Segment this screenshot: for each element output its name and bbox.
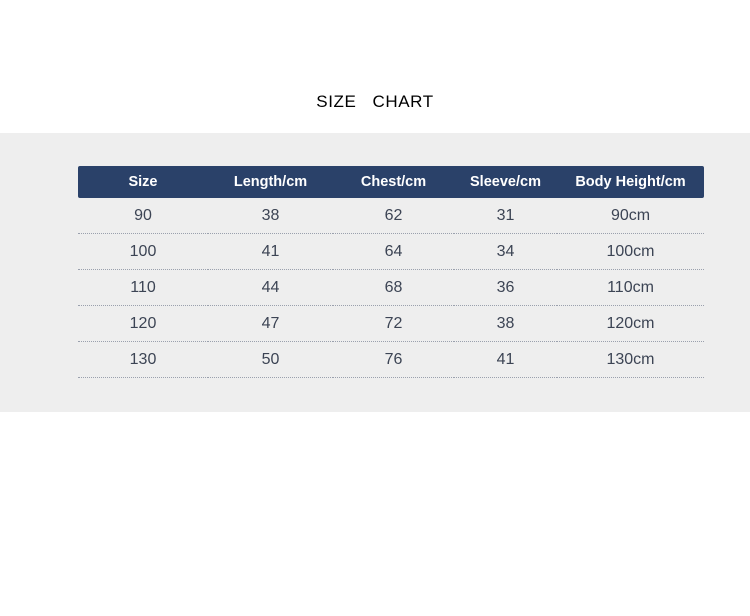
cell-length: 38 <box>208 198 333 234</box>
table-row: 100 41 64 34 100cm <box>78 233 704 270</box>
column-header-sleeve: Sleeve/cm <box>454 166 557 198</box>
cell-size: 120 <box>78 305 208 342</box>
cell-sleeve: 41 <box>454 341 557 378</box>
cell-body-height: 130cm <box>557 341 704 378</box>
cell-body-height: 120cm <box>557 305 704 342</box>
table-row: 110 44 68 36 110cm <box>78 269 704 306</box>
table-body: 90 38 62 31 90cm 100 41 64 34 100cm <box>78 198 704 378</box>
cell-length: 47 <box>208 305 333 342</box>
table-row: 130 50 76 41 130cm <box>78 341 704 378</box>
table-header: Size Length/cm Chest/cm Sleeve/cm Body H… <box>78 166 704 198</box>
cell-chest: 64 <box>333 233 454 270</box>
column-header-size: Size <box>78 166 208 198</box>
bottom-band <box>0 412 750 616</box>
column-header-chest: Chest/cm <box>333 166 454 198</box>
column-header-body-height: Body Height/cm <box>557 166 704 198</box>
cell-chest: 72 <box>333 305 454 342</box>
cell-chest: 68 <box>333 269 454 306</box>
page-title: SIZE CHART <box>316 92 434 111</box>
cell-size: 90 <box>78 198 208 234</box>
cell-body-height: 100cm <box>557 233 704 270</box>
cell-sleeve: 31 <box>454 198 557 234</box>
table-row: 90 38 62 31 90cm <box>78 198 704 234</box>
size-chart-table: Size Length/cm Chest/cm Sleeve/cm Body H… <box>78 166 704 378</box>
cell-chest: 76 <box>333 341 454 378</box>
header-row: Size Length/cm Chest/cm Sleeve/cm Body H… <box>78 166 704 198</box>
cell-size: 110 <box>78 269 208 306</box>
cell-length: 50 <box>208 341 333 378</box>
cell-body-height: 110cm <box>557 269 704 306</box>
column-header-length: Length/cm <box>208 166 333 198</box>
cell-body-height: 90cm <box>557 198 704 234</box>
cell-sleeve: 34 <box>454 233 557 270</box>
cell-size: 100 <box>78 233 208 270</box>
cell-size: 130 <box>78 341 208 378</box>
table-panel: Size Length/cm Chest/cm Sleeve/cm Body H… <box>0 133 750 412</box>
cell-length: 44 <box>208 269 333 306</box>
cell-chest: 62 <box>333 198 454 234</box>
cell-sleeve: 36 <box>454 269 557 306</box>
cell-sleeve: 38 <box>454 305 557 342</box>
title-band: SIZE CHART <box>0 0 750 133</box>
cell-length: 41 <box>208 233 333 270</box>
size-table-container: Size Length/cm Chest/cm Sleeve/cm Body H… <box>78 166 704 378</box>
table-row: 120 47 72 38 120cm <box>78 305 704 342</box>
